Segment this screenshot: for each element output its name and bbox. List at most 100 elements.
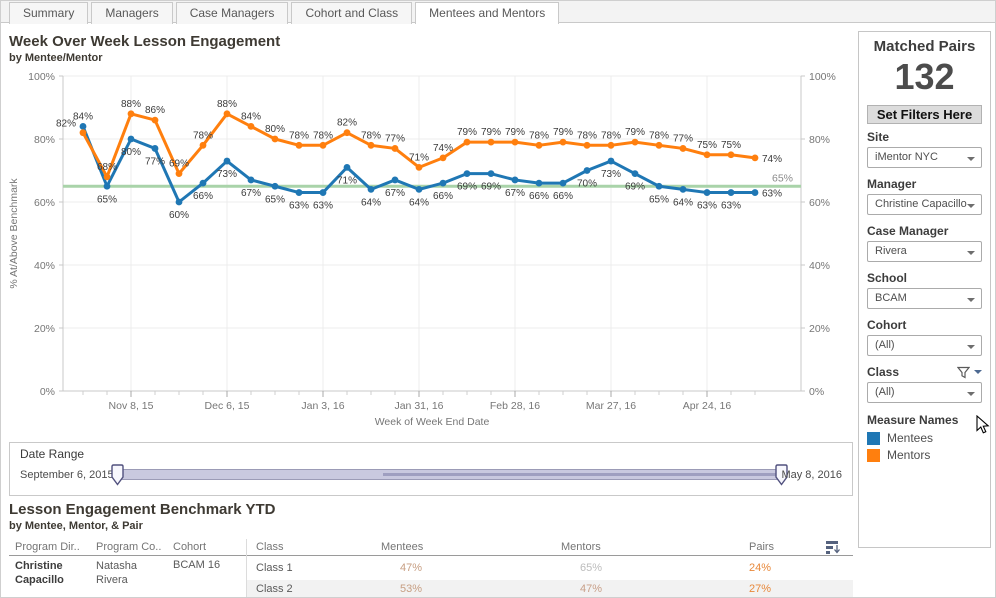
mentees-point[interactable] [79,123,87,130]
mentors-point[interactable] [703,151,711,159]
mentees-point[interactable] [391,176,399,184]
school-dropdown[interactable]: BCAM [867,288,982,309]
cell-class-2[interactable]: Class 2 [256,583,293,595]
site-dropdown[interactable]: iMentor NYC [867,147,982,168]
mentors-point[interactable] [679,145,687,152]
mentees-point[interactable] [583,167,591,174]
cell-class-1[interactable]: Class 1 [256,562,293,574]
cell-class2-pairs[interactable]: 27% [749,583,772,595]
mentees-point[interactable] [367,186,375,193]
mentees-label: 64% [361,197,381,208]
mentors-point[interactable] [463,138,471,146]
mentees-point[interactable] [631,170,639,178]
mentors-point[interactable] [151,116,159,124]
mentees-point[interactable] [559,179,567,187]
mentors-point[interactable] [439,154,447,162]
cohort-dropdown[interactable]: (All) [867,335,982,356]
slider-handle-end[interactable] [775,464,788,486]
mentees-point[interactable] [271,182,279,190]
tab-mentees-and-mentors[interactable]: Mentees and Mentors [415,2,560,24]
mentees-point[interactable] [295,189,303,196]
mentors-point[interactable] [607,141,615,149]
date-range-slider[interactable] [111,464,788,486]
mentors-point[interactable] [391,145,399,152]
mentees-point[interactable] [439,179,447,187]
cell-class1-mentees[interactable]: 47% [399,562,423,574]
dropdown-arrow-icon[interactable] [967,157,975,161]
mentors-point[interactable] [415,163,423,171]
mentors-point[interactable] [127,110,135,118]
filter-menu-arrow-icon[interactable] [974,370,982,374]
dropdown-arrow-icon[interactable] [967,251,975,255]
mentees-point[interactable] [751,189,759,196]
mentees-point[interactable] [223,157,231,165]
cell-class2-mentees[interactable]: 53% [399,583,423,595]
cell-class1-pairs[interactable]: 24% [749,562,772,574]
mentees-point[interactable] [319,189,327,196]
mentees-point[interactable] [127,135,135,143]
mentors-point[interactable] [319,141,327,149]
col-header-class: Class [256,541,284,553]
mentors-point[interactable] [751,154,759,162]
filter-funnel-icon[interactable] [957,366,970,379]
mentors-point[interactable] [631,138,639,146]
mentees-point[interactable] [655,182,663,190]
tab-managers[interactable]: Managers [91,2,173,24]
mentees-point[interactable] [511,176,519,184]
mentees-point[interactable] [415,186,423,193]
mentees-point[interactable] [343,163,351,171]
tab-summary[interactable]: Summary [9,2,89,24]
cell-cohort[interactable]: BCAM 16 [173,559,221,571]
mentors-point[interactable] [487,138,495,146]
legend-item-mentees[interactable]: Mentees [867,431,982,445]
dropdown-arrow-icon[interactable] [967,204,975,208]
legend-item-mentors[interactable]: Mentors [867,448,982,462]
mentors-point[interactable] [199,141,207,149]
mentors-point[interactable] [511,138,519,146]
mentees-point[interactable] [175,198,183,206]
y-tick-label: 60% [809,197,830,209]
tab-case-managers[interactable]: Case Managers [175,2,289,24]
mentees-point[interactable] [487,170,495,178]
mentors-point[interactable] [655,141,663,149]
mentors-point[interactable] [535,141,543,149]
cell-class2-mentors[interactable]: 47% [579,583,603,595]
mentors-label: 69% [169,159,189,170]
class-dropdown[interactable]: (All) [867,382,982,403]
mentees-point[interactable] [703,189,711,196]
slider-handle-start[interactable] [111,464,124,486]
dropdown-arrow-icon[interactable] [967,345,975,349]
engagement-chart[interactable]: 0% 0% 20% 20% 40% 40% 60% 60% 80% 80% 100% 100% Nov … [1,63,851,437]
mentees-point[interactable] [463,170,471,178]
mentors-point[interactable] [79,129,87,137]
mentors-point[interactable] [295,141,303,149]
mentors-point[interactable] [271,135,279,143]
dropdown-arrow-icon[interactable] [967,392,975,396]
mentors-point[interactable] [103,173,111,181]
mentees-point[interactable] [607,157,615,165]
mentees-point[interactable] [247,176,255,184]
manager-dropdown[interactable]: Christine Capacillo [867,194,982,215]
cell-class1-mentors[interactable]: 65% [579,562,603,574]
mentees-point[interactable] [535,179,543,187]
dropdown-arrow-icon[interactable] [967,298,975,302]
mentors-point[interactable] [175,170,183,178]
mentors-point[interactable] [223,110,231,118]
cell-program-director[interactable]: Christine Capacillo [15,560,64,586]
tab-cohort-and-class[interactable]: Cohort and Class [291,2,413,24]
mentees-point[interactable] [199,179,207,187]
mentors-label: 79% [481,127,501,138]
mentors-point[interactable] [727,151,735,159]
mentors-point[interactable] [247,123,255,130]
mentees-point[interactable] [151,145,159,152]
mentors-point[interactable] [367,141,375,149]
sort-add-icon[interactable] [825,539,843,555]
case-manager-dropdown[interactable]: Rivera [867,241,982,262]
mentees-point[interactable] [103,182,111,190]
mentors-point[interactable] [343,129,351,137]
mentors-point[interactable] [583,141,591,149]
mentees-point[interactable] [727,189,735,196]
mentors-point[interactable] [559,138,567,146]
cell-program-coordinator[interactable]: Natasha Rivera [96,560,137,586]
mentees-point[interactable] [679,186,687,193]
